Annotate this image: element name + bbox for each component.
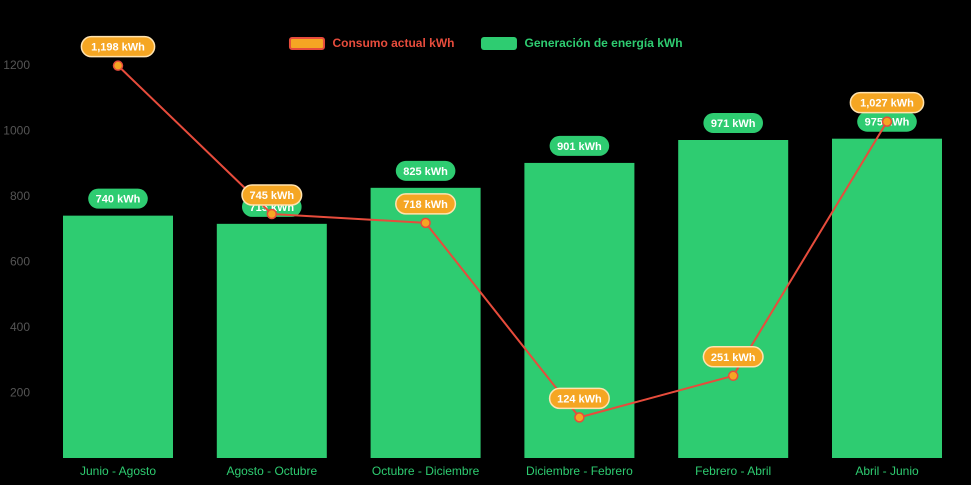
bar-5[interactable] (678, 139, 789, 458)
point-value-badge-text: 745 kWh (249, 190, 294, 202)
x-axis-label-1: Junio - Agosto (80, 464, 156, 478)
line-point-6[interactable] (881, 116, 893, 127)
bar-value-badge: 971 kWh (703, 112, 763, 133)
y-axis-label: 1000 (3, 124, 30, 138)
legend-label-generacion: Generación de energía kWh (524, 36, 683, 50)
point-value-badge-pill (849, 91, 925, 114)
point-value-badge: 124 kWh (548, 387, 610, 410)
bar-3[interactable] (370, 187, 481, 458)
point-value-badge: 1,198 kWh (80, 35, 156, 58)
x-axis-label-5: Febrero - Abril (695, 464, 771, 478)
point-value-badge-pill (80, 35, 156, 58)
x-axis-label-3: Octubre - Diciembre (372, 464, 480, 478)
legend-label-consumo: Consumo actual kWh (332, 36, 455, 50)
point-value-badge-pill (548, 387, 610, 410)
line-point-1[interactable] (112, 60, 124, 71)
y-axis-label: 600 (10, 255, 30, 269)
bar-value-badge-pill (395, 160, 456, 181)
line-point-4[interactable] (574, 412, 585, 423)
bar-1[interactable] (63, 215, 173, 458)
point-value-badge: 251 kWh (702, 346, 764, 368)
x-axis-label-2: Agosto - Octubre (226, 464, 317, 478)
bar-value-badge-pill (549, 135, 610, 156)
point-value-badge-text: 124 kWh (557, 393, 602, 405)
bar-value-badge-text: 740 kWh (96, 194, 141, 206)
bar-value-badge: 740 kWh (88, 188, 148, 209)
bar-2[interactable] (216, 223, 327, 458)
generacion-swatch-icon (480, 36, 517, 50)
y-axis-label: 400 (10, 320, 30, 334)
y-axis-label: 200 (10, 386, 30, 400)
bar-value-badge-text: 971 kWh (711, 118, 756, 130)
legend: Consumo actual kWh Generación de energía… (288, 36, 683, 50)
bar-6[interactable] (832, 138, 942, 458)
point-value-badge-pill (241, 184, 303, 206)
bar-value-badge-pill (703, 112, 763, 133)
line-point-2[interactable] (266, 208, 278, 220)
point-value-badge-text: 1,027 kWh (860, 98, 914, 110)
point-value-badge: 718 kWh (395, 193, 457, 215)
point-value-badge-text: 718 kWh (403, 199, 448, 211)
point-value-badge-text: 251 kWh (711, 352, 756, 364)
point-value-badge-pill (395, 193, 457, 215)
bar-value-badge: 901 kWh (549, 135, 610, 156)
bar-value-badge-text: 901 kWh (557, 141, 602, 153)
legend-item-consumo[interactable]: Consumo actual kWh (288, 36, 454, 50)
point-value-badge-pill (702, 346, 764, 368)
line-point-5[interactable] (727, 370, 739, 382)
line-point-3[interactable] (420, 217, 431, 229)
x-axis-label-4: Diciembre - Febrero (526, 464, 633, 478)
y-axis-label: 1200 (3, 58, 30, 72)
point-value-badge-text: 1,198 kWh (91, 42, 145, 54)
consumo-swatch-icon (288, 36, 325, 50)
x-axis-label-6: Abril - Junio (855, 464, 919, 478)
y-axis-label: 800 (10, 189, 30, 203)
bar-value-badge-text: 825 kWh (403, 166, 448, 178)
bar-value-badge-pill (88, 188, 148, 209)
point-value-badge: 1,027 kWh (849, 91, 925, 114)
legend-item-generacion[interactable]: Generación de energía kWh (480, 36, 683, 50)
point-value-badge: 745 kWh (241, 184, 303, 206)
bar-value-badge: 825 kWh (395, 160, 456, 181)
